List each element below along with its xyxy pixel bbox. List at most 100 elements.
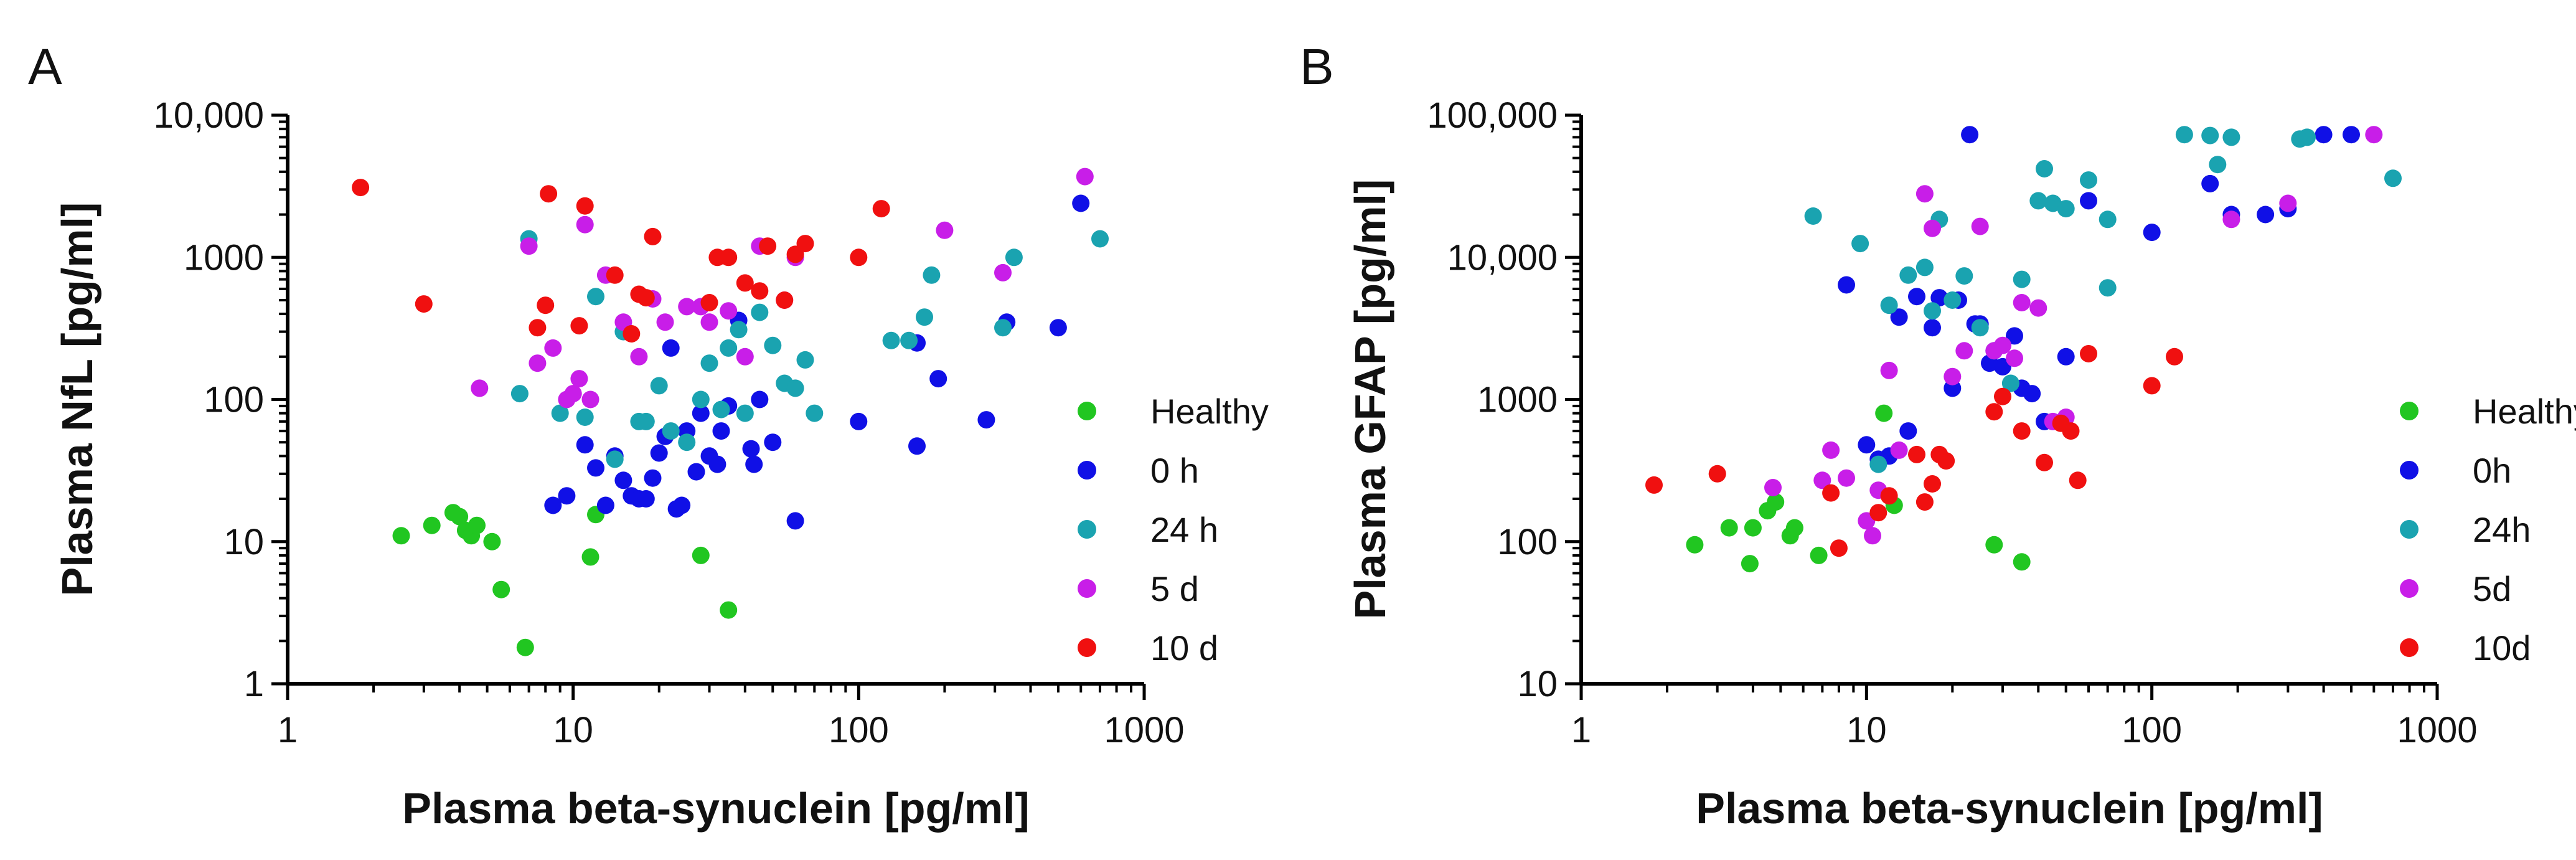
data-point	[1961, 126, 1979, 144]
y-tick-label: 100	[204, 380, 264, 420]
data-point	[576, 215, 594, 234]
y-tick-label: 1	[244, 664, 264, 704]
data-point	[1804, 207, 1822, 225]
data-point	[2006, 327, 2023, 345]
y-tick-label: 1000	[184, 237, 264, 278]
data-point	[510, 385, 529, 403]
data-point	[2257, 206, 2275, 224]
y-axis-title: Plasma GFAP [pg/ml]	[1346, 179, 1394, 620]
data-point	[1869, 455, 1887, 473]
data-point	[2143, 224, 2161, 242]
data-point	[720, 339, 738, 357]
data-point	[692, 546, 710, 564]
legend-marker	[1078, 638, 1096, 657]
x-axis-title: Plasma beta-synuclein [pg/ml]	[402, 784, 1029, 833]
data-point	[2099, 210, 2117, 229]
data-point	[908, 437, 926, 455]
data-point	[2315, 126, 2333, 144]
data-point	[1924, 475, 1941, 493]
legend-marker	[1078, 520, 1096, 539]
data-point	[1810, 546, 1828, 564]
data-point	[581, 390, 599, 409]
data-point	[352, 179, 370, 197]
data-point	[520, 237, 538, 255]
data-point	[736, 274, 754, 292]
legend-label: Healthy	[2473, 392, 2576, 431]
data-point	[1971, 319, 1989, 337]
data-point	[644, 227, 662, 245]
y-tick-label: 10	[1517, 664, 1558, 704]
data-point	[581, 548, 599, 566]
data-point	[2006, 349, 2023, 367]
data-point	[673, 496, 691, 514]
data-point	[1851, 235, 1869, 253]
y-tick-label: 10	[223, 522, 264, 562]
data-point	[2222, 210, 2240, 229]
x-tick-label: 1000	[2397, 710, 2477, 750]
x-tick-label: 100	[2122, 710, 2182, 750]
data-point	[492, 580, 510, 598]
y-axis-title: Plasma NfL [pg/ml]	[53, 202, 101, 597]
data-point	[630, 347, 648, 366]
y-tick-label: 10,000	[154, 95, 264, 136]
panel-a: A 1 10 100 1000 1 10 100 1000 10,000 Plasma beta-s…	[28, 39, 1269, 833]
data-point	[1944, 367, 1962, 385]
data-point	[994, 319, 1012, 337]
data-point	[2036, 160, 2053, 177]
data-point	[1005, 248, 1023, 267]
data-point	[570, 317, 588, 335]
data-point	[1985, 536, 2003, 554]
data-point	[678, 433, 696, 451]
data-point	[468, 516, 486, 534]
data-point	[736, 347, 754, 366]
data-point	[2062, 422, 2080, 440]
y-tick-label: 10,000	[1447, 237, 1558, 278]
data-point	[606, 450, 624, 468]
data-point	[1924, 319, 1941, 337]
legend-label: 5 d	[1150, 569, 1199, 608]
data-point	[540, 185, 558, 203]
data-point	[576, 409, 594, 426]
data-point	[1994, 336, 2011, 354]
data-point	[2013, 270, 2031, 288]
data-point	[1875, 404, 1893, 422]
data-point	[644, 469, 662, 487]
data-point	[1645, 476, 1663, 494]
legend-marker	[2400, 638, 2419, 657]
data-point	[529, 319, 547, 337]
data-point	[2099, 279, 2117, 297]
data-point	[1785, 519, 1803, 537]
legend-marker	[2400, 402, 2419, 420]
data-point	[415, 295, 433, 313]
data-point	[1708, 465, 1726, 483]
data-point	[637, 412, 655, 430]
data-point	[544, 496, 562, 514]
data-point	[483, 532, 501, 550]
data-point	[1720, 519, 1738, 537]
data-point	[423, 516, 441, 534]
x-tick-label: 100	[829, 710, 889, 750]
legend-label: 0 h	[1150, 451, 1199, 490]
legend-label: 5d	[2473, 569, 2511, 608]
data-point	[751, 303, 769, 321]
data-point	[392, 527, 410, 545]
data-point	[2222, 128, 2240, 146]
data-point	[678, 298, 696, 316]
data-point	[606, 266, 624, 284]
data-point	[806, 404, 824, 422]
data-point	[1899, 422, 1917, 440]
data-point	[2343, 126, 2360, 144]
data-point	[776, 291, 794, 309]
data-point	[471, 379, 489, 397]
data-point	[537, 296, 555, 314]
data-point	[1937, 452, 1955, 470]
data-point	[2201, 174, 2219, 192]
data-point	[2013, 422, 2031, 440]
data-point	[2013, 553, 2031, 571]
data-point	[708, 455, 726, 473]
panel-letter: A	[28, 39, 62, 95]
data-point	[2201, 126, 2219, 144]
legend-marker	[1078, 579, 1096, 598]
panel-letter: B	[1300, 39, 1334, 95]
data-point	[1880, 361, 1898, 379]
